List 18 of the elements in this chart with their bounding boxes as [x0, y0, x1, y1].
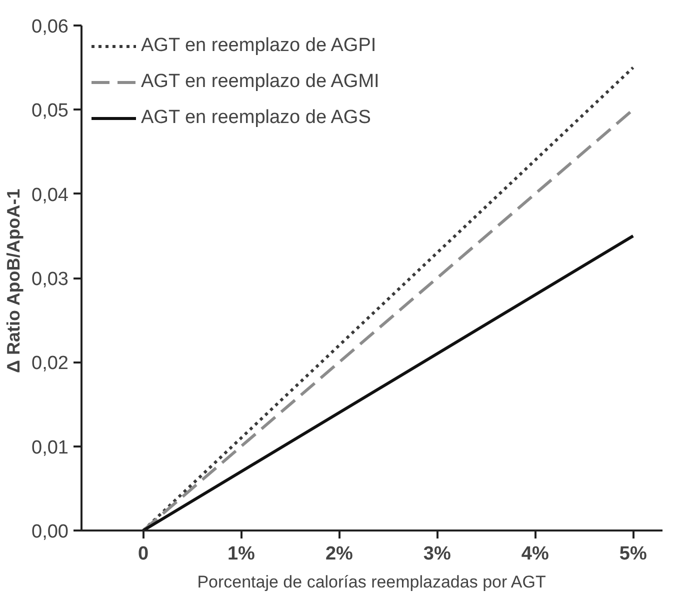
legend-label: AGT en reemplazo de AGS — [141, 107, 371, 129]
x-tick-label: 1% — [227, 544, 256, 564]
y-tick-label: 0,05 — [32, 100, 69, 122]
x-tick-label: 4% — [521, 544, 549, 564]
y-tick-label: 0,00 — [32, 522, 69, 542]
y-tick-label: 0,06 — [32, 16, 69, 38]
x-axis-title: Porcentaje de calorías reemplazadas por AGT — [197, 572, 546, 592]
y-tick-label: 0,02 — [32, 353, 69, 374]
y-tick-label: 0,01 — [32, 437, 69, 458]
y-axis-title: Δ Ratio ApoB/ApoA-1 — [4, 188, 24, 373]
legend-label: AGT en reemplazo de AGMI — [141, 71, 380, 93]
y-tick-label: 0,03 — [32, 269, 69, 290]
y-tick-label: 0,04 — [32, 184, 69, 206]
legend-label: AGT en reemplazo de AGPI — [141, 35, 376, 57]
x-tick-label: 5% — [619, 544, 647, 564]
x-tick-label: 3% — [423, 544, 451, 564]
x-tick-label: 2% — [325, 544, 354, 564]
x-tick-label: 0 — [138, 544, 149, 564]
